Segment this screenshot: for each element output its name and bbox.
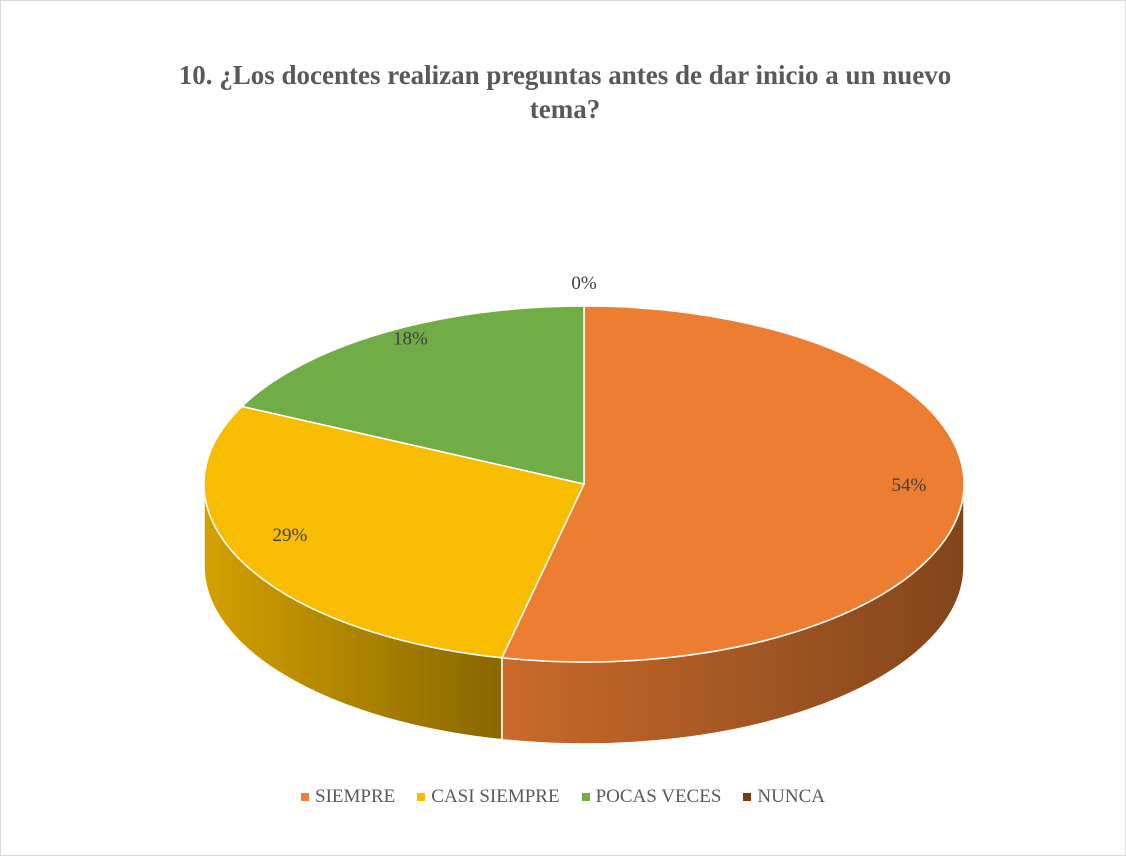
legend-swatch xyxy=(743,793,752,801)
legend-swatch xyxy=(581,793,590,801)
legend-label: SIEMPRE xyxy=(315,786,396,807)
data-label: 54% xyxy=(891,475,926,496)
legend-item: CASI SIEMPRE xyxy=(417,786,560,808)
legend-item: POCAS VECES xyxy=(581,786,722,808)
slice xyxy=(203,405,586,659)
legend: SIEMPRE CASI SIEMPRE POCAS VECES NUNCA xyxy=(0,786,1126,808)
data-label: 0% xyxy=(571,273,597,294)
legend-item: NUNCA xyxy=(743,786,825,808)
slice xyxy=(240,305,585,485)
data-label: 18% xyxy=(393,329,428,350)
chart-title: 10. ¿Los docentes realizan preguntas ant… xyxy=(178,60,952,124)
legend-label: CASI SIEMPRE xyxy=(431,786,560,807)
data-label: 29% xyxy=(272,525,307,546)
legend-label: POCAS VECES xyxy=(595,786,722,807)
legend-swatch xyxy=(417,793,426,801)
slice xyxy=(500,305,965,663)
legend-label: NUNCA xyxy=(757,786,825,807)
legend-item: SIEMPRE xyxy=(301,786,395,808)
legend-swatch xyxy=(301,793,310,801)
